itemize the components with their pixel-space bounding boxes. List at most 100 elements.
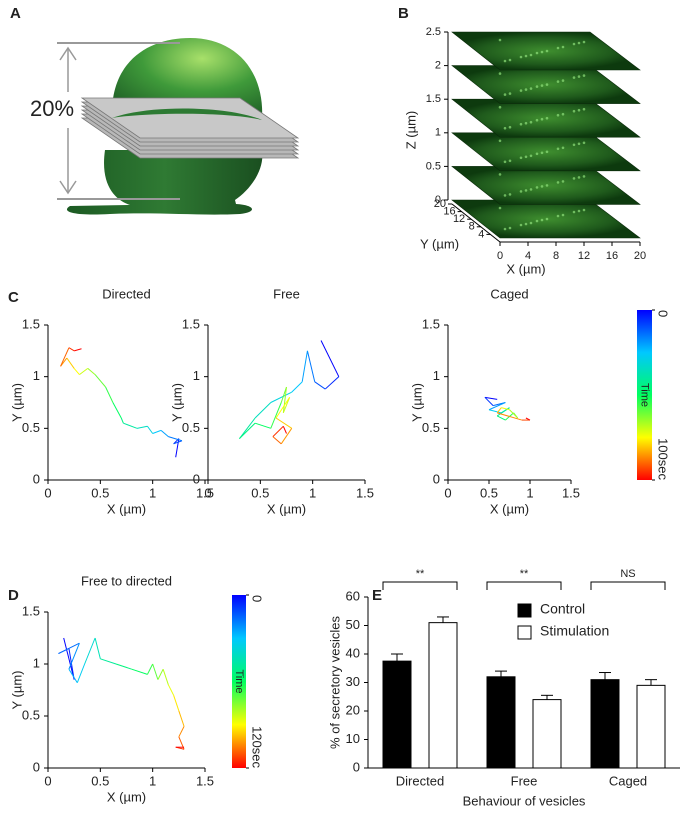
y-axis xyxy=(451,203,501,243)
vesicle-spot xyxy=(503,93,507,96)
legend-label: Stimulation xyxy=(540,623,609,639)
track-segment xyxy=(120,417,124,424)
vesicle-spot xyxy=(519,223,523,227)
track-segment xyxy=(178,710,185,727)
legend-label: Control xyxy=(540,601,585,617)
vesicle-spot xyxy=(577,75,581,78)
vesicle-spot xyxy=(524,88,528,91)
vesicle-spot xyxy=(524,155,528,159)
track-segment xyxy=(496,415,506,421)
vesicle-spot xyxy=(529,120,533,124)
x-tick-label: 16 xyxy=(606,250,618,262)
y-tick-label: 20 xyxy=(346,702,360,717)
track-segment xyxy=(63,637,75,680)
track-segment xyxy=(254,402,272,419)
vesicle-spot xyxy=(582,141,586,145)
y-tick-label: 10 xyxy=(346,731,360,746)
y-axis-label: % of secretory vesicles xyxy=(327,616,342,749)
x-tick-label: Free xyxy=(511,773,538,788)
vesicle-spot xyxy=(572,109,576,113)
x-tick-label: 1.5 xyxy=(356,485,374,500)
track-segment xyxy=(270,402,282,429)
vesicle-spot xyxy=(582,107,586,111)
track-segment xyxy=(73,368,80,375)
vesicle-spot xyxy=(535,219,539,223)
plot-title: Directed xyxy=(102,286,150,301)
panel-label: B xyxy=(398,5,409,22)
colorbar xyxy=(232,595,246,768)
x-axis-label: X (µm) xyxy=(107,789,146,804)
vesicle-spot xyxy=(498,72,502,75)
bar xyxy=(382,660,412,769)
vesicle-spot xyxy=(503,194,507,197)
track-segment xyxy=(501,407,510,411)
vesicle-spot xyxy=(498,38,502,42)
track-segment xyxy=(484,396,498,400)
x-tick-label: 0 xyxy=(44,773,51,788)
vesicle-spot xyxy=(572,76,576,79)
track-segment xyxy=(160,430,169,437)
track-segment xyxy=(239,417,256,439)
track-segment xyxy=(275,417,293,429)
x-tick-label: 1 xyxy=(149,773,156,788)
vesicle-spot xyxy=(572,210,576,214)
z-tick-label: 0.5 xyxy=(426,160,441,172)
vesicle-spot xyxy=(540,84,544,87)
y-tick-label: 60 xyxy=(346,588,360,603)
legend-swatch xyxy=(517,603,532,618)
bar xyxy=(428,622,458,769)
vesicle-spot xyxy=(577,176,581,179)
vesicle-spot xyxy=(529,188,533,191)
track-segment xyxy=(152,429,162,434)
vesicle-spot xyxy=(561,79,565,82)
track-segment xyxy=(314,381,326,390)
y-tick-label: 1.5 xyxy=(22,316,40,331)
x-tick-label: 1.5 xyxy=(196,773,214,788)
colorbar-tick-label: 100sec xyxy=(656,438,671,480)
y-tick-label: 8 xyxy=(469,221,475,233)
x-axis-label: X (µm) xyxy=(107,501,146,516)
vesicle-spot xyxy=(535,186,539,189)
x-tick-label: 4 xyxy=(525,250,531,262)
vesicle-spot xyxy=(535,118,539,122)
y-tick-label: 0 xyxy=(33,471,40,486)
vesicle-spot xyxy=(529,87,533,90)
y-tick-label: 1.5 xyxy=(22,603,40,618)
significance-bracket xyxy=(382,581,458,590)
track-segment xyxy=(68,668,78,683)
track-segment xyxy=(136,425,148,429)
track-segment xyxy=(282,426,287,434)
y-tick-label: 0.5 xyxy=(22,707,40,722)
percent-label: 20% xyxy=(30,96,74,121)
vesicle-spot xyxy=(572,177,576,180)
vesicle-spot xyxy=(556,214,560,218)
y-tick-label: 0.5 xyxy=(422,420,440,435)
track-segment xyxy=(282,386,287,413)
colorbar xyxy=(637,310,652,480)
significance-bracket xyxy=(486,581,562,590)
track-segment xyxy=(157,668,164,680)
x-axis-label: X (µm) xyxy=(490,501,529,516)
vesicle-spot xyxy=(545,49,549,53)
x-tick-label: 1.5 xyxy=(196,485,214,500)
y-tick-label: 20 xyxy=(434,198,446,210)
vesicle-spot xyxy=(519,89,523,92)
track-segment xyxy=(272,425,284,437)
y-tick-label: 12 xyxy=(453,213,465,225)
x-tick-label: 0.5 xyxy=(251,485,269,500)
track-segment xyxy=(272,436,282,445)
x-axis-label: X (µm) xyxy=(506,261,545,276)
vesicle-spot xyxy=(556,113,560,117)
vesicle-spot xyxy=(508,92,512,95)
vesicle-spot xyxy=(519,122,523,126)
panel-label: E xyxy=(372,587,382,604)
z-tick-label: 2.5 xyxy=(426,26,441,38)
y-axis-label: Y (µm) xyxy=(9,670,24,709)
vesicle-spot xyxy=(498,105,502,109)
colorbar-label: Time xyxy=(233,669,245,693)
y-tick-label: 0.5 xyxy=(182,420,200,435)
vesicle-spot xyxy=(519,190,523,193)
vesicle-spot xyxy=(556,181,560,184)
vesicle-spot xyxy=(577,108,581,112)
track-segment xyxy=(178,726,185,738)
